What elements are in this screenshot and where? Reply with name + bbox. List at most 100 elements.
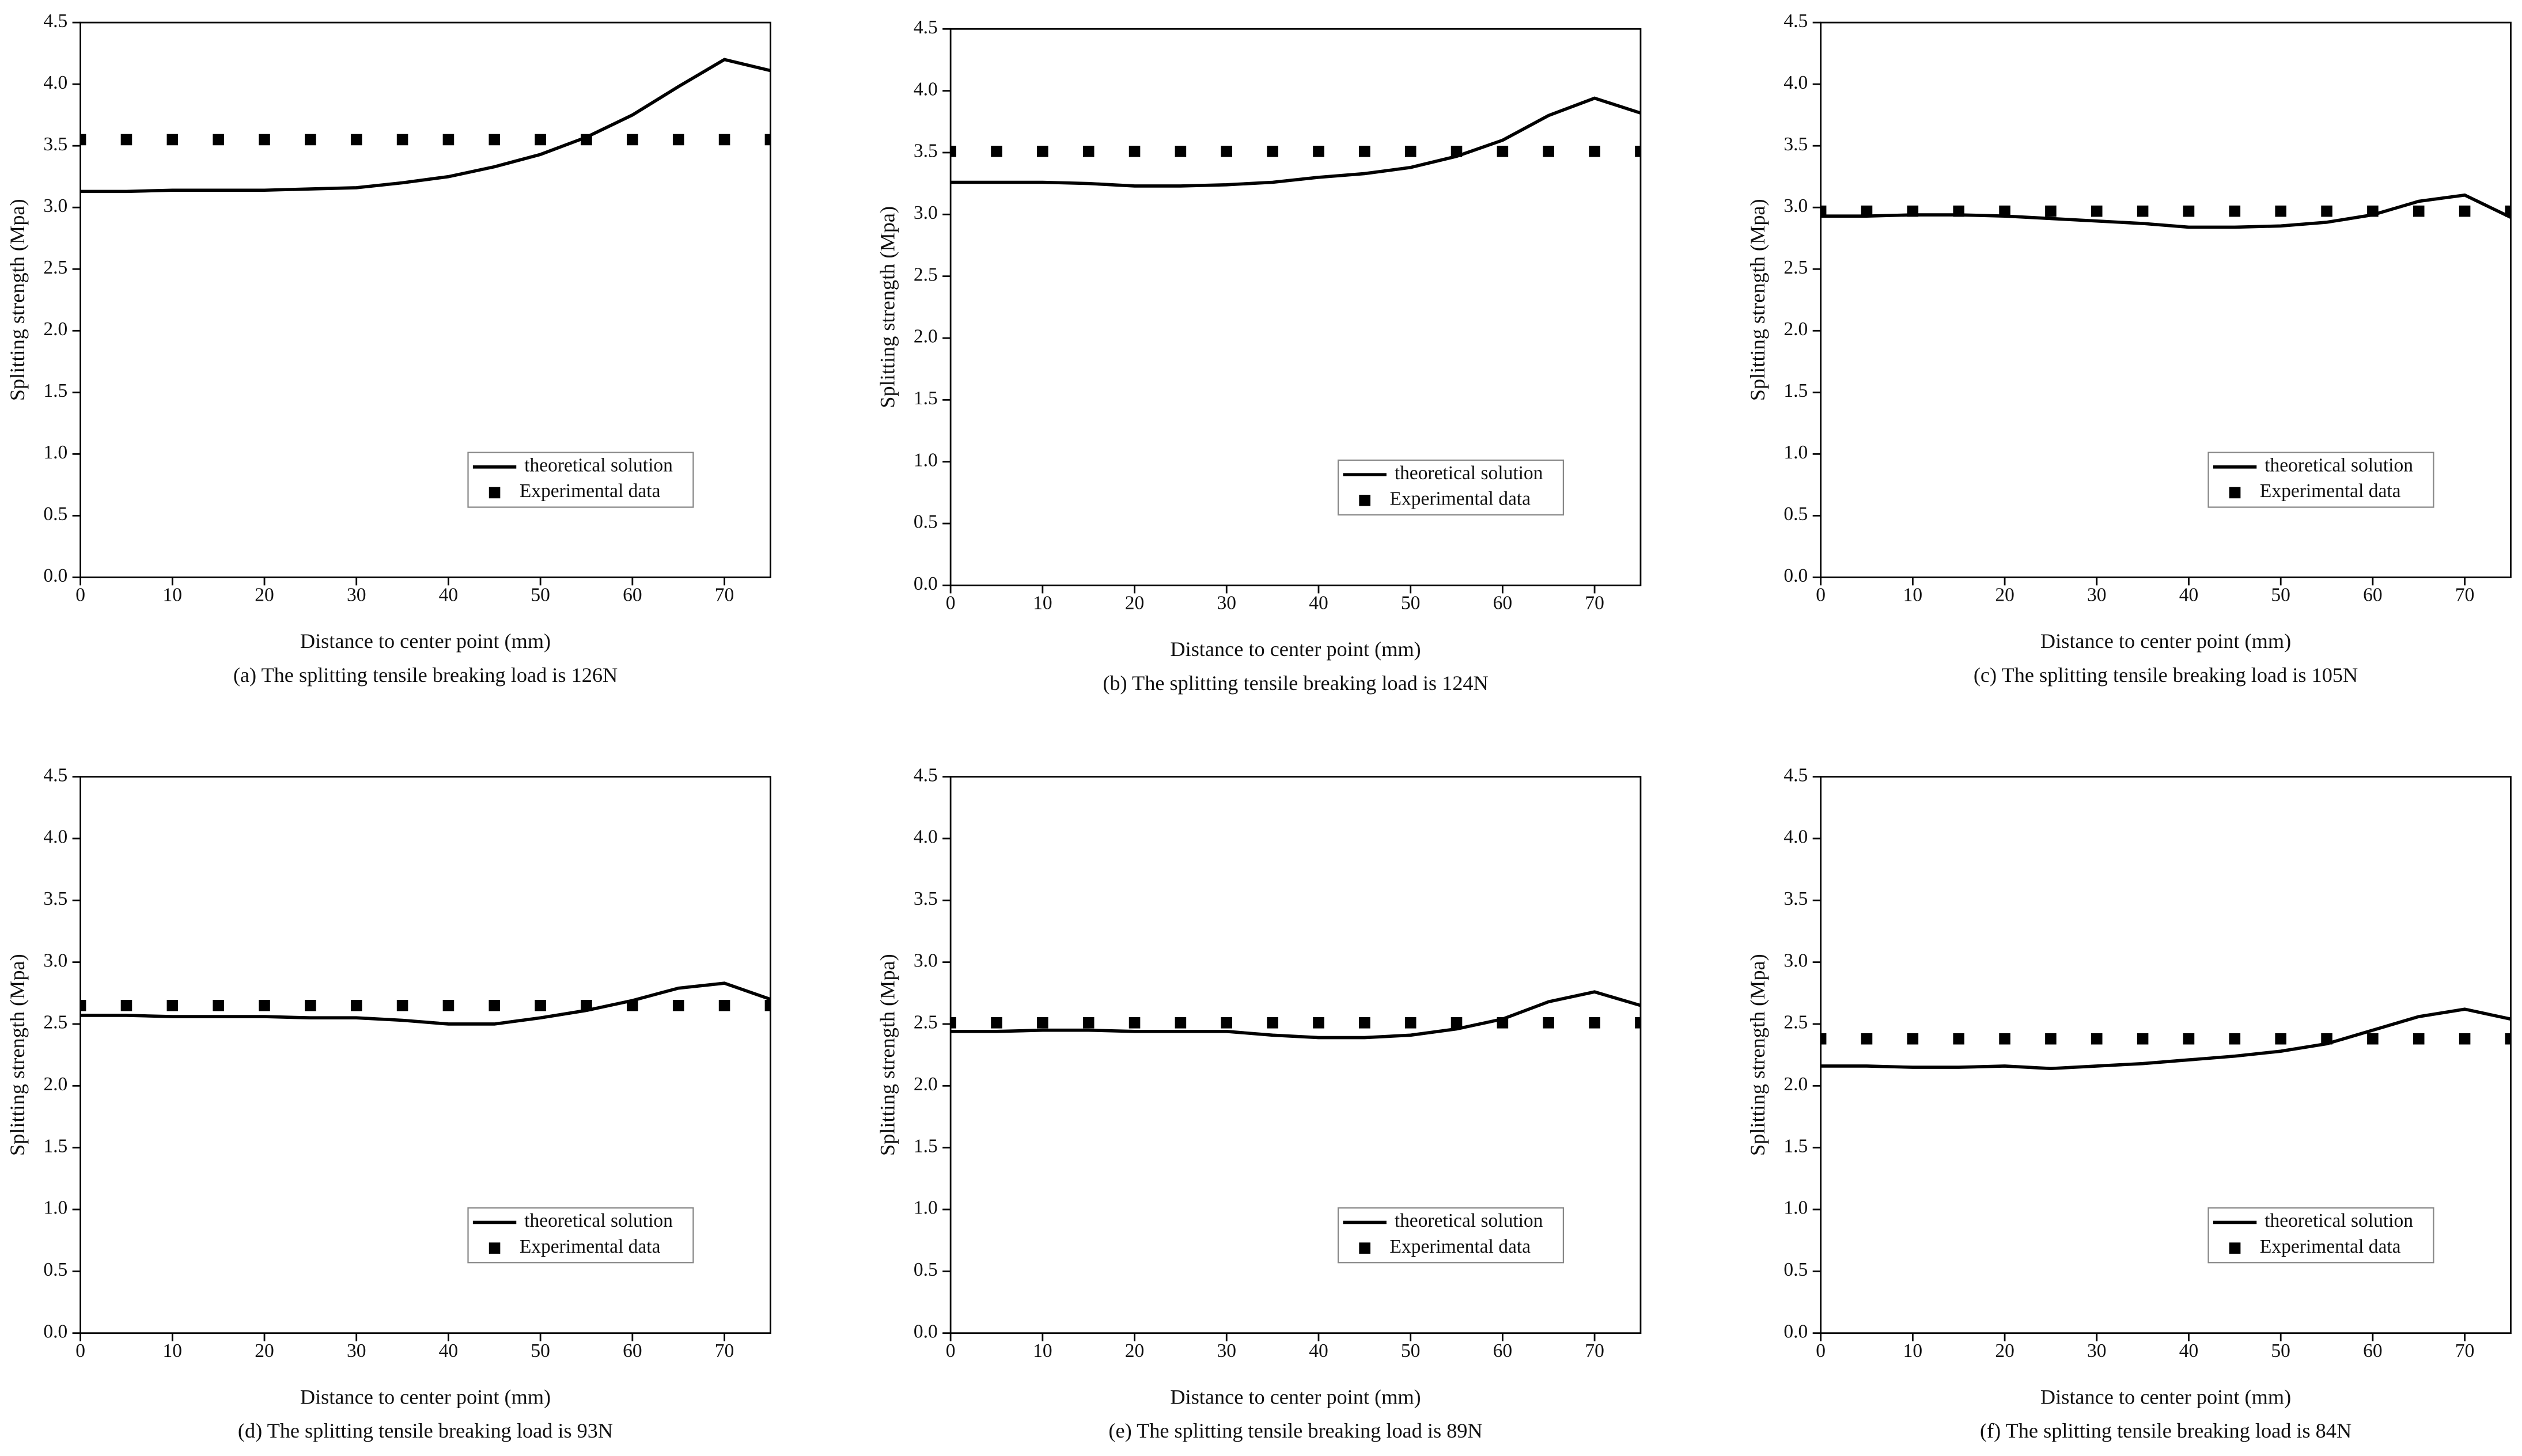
legend-label: Experimental data: [520, 480, 661, 502]
experiment-marker: [305, 134, 316, 146]
experiment-marker: [213, 999, 224, 1011]
experiment-marker: [1543, 146, 1554, 157]
y-tick-label: 4.0: [1783, 826, 1808, 848]
y-tick-label: 0.0: [43, 565, 67, 586]
x-axis-label: Distance to center point (mm): [1170, 638, 1421, 661]
x-tick-label: 0: [946, 1340, 956, 1362]
experiment-marker: [2413, 1033, 2425, 1045]
chart-panel: 0 10 20 30 40 50 60 70 0.0 0.5 1.0 1.5 2.0 2.5 3.0 3.5 4…: [6, 10, 771, 687]
x-tick-label: 50: [2271, 585, 2290, 606]
x-tick-label: 10: [1903, 585, 1923, 606]
experiment-marker: [2321, 205, 2332, 217]
x-tick-label: 0: [946, 593, 956, 614]
experiment-marker: [535, 134, 546, 146]
theory-line: [951, 96, 1641, 188]
y-tick-label: 1.5: [914, 388, 938, 409]
x-tick-label: 30: [347, 585, 366, 606]
legend: theoretical solution Experimental data: [2207, 452, 2434, 508]
legend-marker: [489, 487, 501, 499]
plot-frame: [79, 21, 771, 578]
theory-line: [951, 990, 1641, 1040]
experiment-marker: [2045, 1033, 2057, 1045]
experiment-marker: [396, 999, 408, 1011]
legend-label: Experimental data: [520, 1236, 661, 1257]
legend-marker: [489, 1242, 501, 1254]
y-tick-label: 3.0: [43, 950, 67, 971]
x-tick-label: 60: [2363, 1340, 2383, 1362]
x-tick-label: 70: [1585, 1340, 1604, 1362]
legend-box: [467, 1207, 694, 1264]
chart-panel: 0 10 20 30 40 50 60 70 0.0 0.5 1.0 1.5 2.0 2.5 3.0 3.5 4…: [6, 764, 771, 1442]
experiment-marker: [259, 999, 270, 1011]
experiment-marker: [1497, 1017, 1509, 1029]
experiment-marker: [120, 999, 132, 1011]
legend-box: [1337, 1207, 1565, 1264]
x-tick-label: 10: [163, 1340, 182, 1362]
experiment-marker: [1497, 146, 1509, 157]
plot-frame: [1820, 776, 2512, 1334]
experiment-marker: [166, 134, 179, 146]
legend-label: theoretical solution: [2265, 454, 2413, 476]
y-tick-label: 0.5: [914, 511, 938, 533]
experiment-marker: [1313, 146, 1324, 157]
y-tick-label: 2.0: [1783, 318, 1808, 340]
experiment-marker: [1267, 146, 1278, 157]
x-tick-label: 50: [2271, 1340, 2290, 1362]
experiment-marker: [120, 134, 132, 146]
y-tick-label: 1.0: [914, 1197, 938, 1219]
experiment-marker: [672, 134, 684, 146]
y-tick-label: 4.0: [914, 78, 938, 100]
experiment-marker: [1082, 146, 1095, 157]
x-tick-label: 40: [2179, 1340, 2198, 1362]
experiment-marker: [2091, 205, 2103, 217]
y-tick-label: 2.5: [43, 257, 67, 278]
x-tick-label: 20: [1995, 585, 2014, 606]
y-tick-label: 3.0: [1783, 950, 1808, 971]
chart-panel: 0 10 20 30 40 50 60 70 0.0 0.5 1.0 1.5 2.0 2.5 3.0 3.5 4…: [876, 17, 1642, 695]
legend-label: Experimental data: [2260, 1236, 2401, 1257]
y-tick-label: 4.5: [1783, 10, 1808, 32]
theory-line: [1820, 193, 2511, 229]
experiment-marker: [764, 134, 771, 146]
experiment-marker: [350, 999, 362, 1011]
experiment-marker: [718, 999, 730, 1011]
experiment-marker: [764, 999, 771, 1011]
y-tick-label: 0.5: [914, 1259, 938, 1280]
y-tick-label: 4.0: [914, 826, 938, 848]
legend-marker: [2229, 487, 2241, 499]
experiment-marker: [2275, 1033, 2286, 1045]
experiment-marker: [627, 999, 638, 1011]
experiment-marker: [2137, 205, 2149, 217]
experiment-marker: [535, 999, 546, 1011]
y-tick-label: 2.0: [1783, 1074, 1808, 1095]
x-tick-label: 40: [2179, 585, 2198, 606]
experiment-marker: [1953, 1033, 1964, 1045]
theory-line: [1820, 1007, 2511, 1071]
x-tick-label: 50: [531, 1340, 550, 1362]
legend-box: [1337, 459, 1565, 516]
chart-panel: 0 10 20 30 40 50 60 70 0.0 0.5 1.0 1.5 2.0 2.5 3.0 3.5 4…: [1746, 10, 2512, 687]
x-tick-label: 60: [1493, 1340, 1513, 1362]
experiment-marker: [2505, 205, 2511, 217]
y-tick-label: 1.0: [914, 449, 938, 471]
experiment-marker: [1635, 146, 1641, 157]
x-tick-label: 70: [2455, 585, 2475, 606]
x-tick-label: 20: [255, 585, 274, 606]
x-tick-label: 70: [2455, 1340, 2475, 1362]
x-tick-label: 60: [623, 585, 642, 606]
y-tick-label: 4.5: [914, 764, 938, 786]
experiment-marker: [1037, 146, 1048, 157]
x-tick-label: 30: [2087, 585, 2107, 606]
x-tick-label: 20: [1995, 1340, 2014, 1362]
theory-line: [80, 58, 771, 194]
x-tick-label: 40: [1309, 1340, 1328, 1362]
experiment-marker: [991, 1017, 1002, 1029]
x-tick-label: 70: [715, 1340, 734, 1362]
experiment-marker: [1907, 1033, 1919, 1045]
experiment-marker: [2137, 1033, 2149, 1045]
experiment-marker: [489, 134, 501, 146]
experiment-marker: [1635, 1017, 1641, 1029]
y-tick-label: 4.0: [43, 826, 67, 848]
x-tick-label: 70: [1585, 593, 1604, 614]
legend-marker: [2229, 1242, 2241, 1254]
